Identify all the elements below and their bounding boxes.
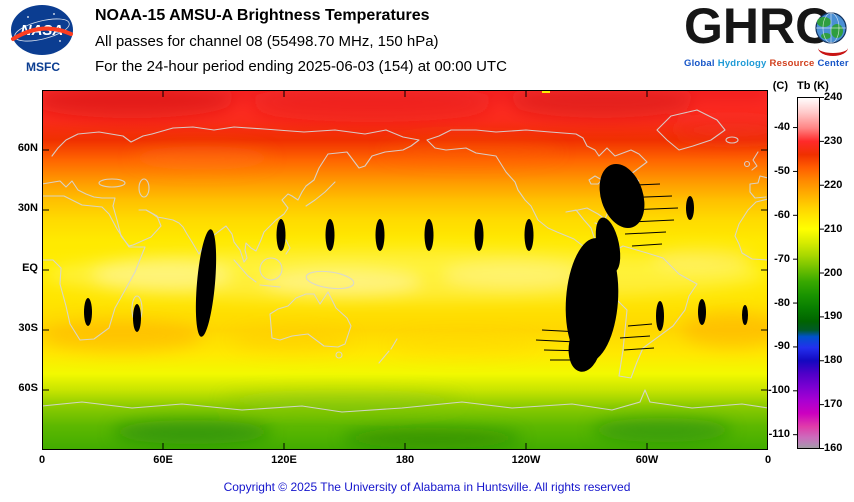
colorbar-celsius-label: -70	[774, 252, 790, 265]
colorbar-unit-kelvin: Tb (K)	[797, 80, 829, 92]
coastline-new-zealand	[378, 338, 398, 364]
colorbar-kelvin-label: 230	[824, 134, 843, 147]
coverage-gap	[424, 219, 434, 251]
coverage-gap	[325, 219, 335, 251]
x-tick-label: 120E	[271, 454, 297, 466]
colorbar-celsius-label: -60	[774, 208, 790, 221]
copyright-text: Copyright © 2025 The University of Alaba…	[223, 480, 631, 494]
colorbar-unit-celsius: (C)	[772, 80, 788, 92]
coastline-sumatra	[233, 259, 257, 283]
brightness-temperature-map	[42, 90, 768, 450]
colorbar-kelvin-label: 220	[824, 178, 843, 191]
coastline-uk	[751, 151, 759, 171]
coverage-gap	[276, 219, 286, 251]
y-tick-label: 60S	[18, 382, 38, 394]
x-tick-label: 0	[38, 454, 46, 466]
coverage-gap	[524, 219, 534, 251]
coastline-new-guinea	[305, 270, 355, 290]
coastline-greenland	[656, 109, 726, 151]
msfc-label: MSFC	[26, 60, 60, 74]
coastline-scandinavia	[51, 131, 153, 157]
nasa-logo: NASA	[11, 5, 73, 55]
x-tick-label: 60W	[635, 454, 659, 466]
coastline-mediterranean	[42, 180, 116, 207]
scan-line-artifacts	[535, 183, 679, 361]
axis-ticks	[42, 90, 768, 450]
colorbar-kelvin-label: 190	[824, 310, 843, 323]
colorbar-celsius-label: -50	[774, 164, 790, 177]
coverage-gap	[84, 298, 92, 326]
y-tick-label: EQ	[22, 262, 38, 274]
map-border	[42, 90, 768, 450]
page-title: NOAA-15 AMSU-A Brightness Temperatures	[95, 7, 430, 24]
ghrc-subtitle-word: Hydrology	[717, 58, 767, 69]
coverage-gap	[599, 163, 645, 229]
colorbar-celsius-label: -90	[774, 340, 790, 353]
coastline-antarctica	[42, 389, 768, 413]
coverage-gap	[742, 305, 748, 325]
ghrc-subtitle-word: Global	[684, 58, 715, 69]
coastline-philippines	[285, 239, 291, 255]
coverage-gap	[133, 304, 141, 332]
coastline-ireland	[743, 160, 751, 168]
coverage-gap	[474, 219, 484, 251]
colorbar-celsius-label: -40	[774, 121, 790, 134]
y-tick-label: 30N	[17, 202, 38, 214]
colorbar-celsius-label: -100	[767, 384, 790, 397]
x-tick-label: 0	[764, 454, 772, 466]
colorbar-kelvin-label: 180	[824, 354, 843, 367]
colorbar	[793, 97, 824, 449]
colorbar-celsius-label: -110	[768, 428, 790, 441]
colorbar-kelvin-label: 200	[824, 266, 843, 279]
subtitle-channel: All passes for channel 08 (55498.70 MHz,…	[95, 33, 439, 50]
x-tick-label: 180	[395, 454, 415, 466]
ghrc-logo-text: GHRC	[684, 0, 832, 54]
coastline-africa	[42, 195, 146, 341]
coverage-gap	[195, 229, 217, 337]
x-tick-label: 60E	[153, 454, 173, 466]
coastline-japan	[305, 181, 336, 207]
coverage-gap	[656, 301, 664, 331]
coastline-caspian-sea	[138, 178, 150, 198]
coverage-gap	[686, 196, 694, 220]
coastline-north-america	[426, 129, 648, 255]
x-tick-label: 120W	[511, 454, 541, 466]
coastline-black-sea	[98, 178, 126, 188]
coastline-arabia	[112, 205, 162, 247]
ghrc-subtitle-word: Center	[817, 58, 849, 69]
ghrc-globe-icon	[815, 12, 847, 44]
colorbar-celsius-label: -80	[774, 296, 790, 309]
colorbar-kelvin-label: 240	[824, 91, 843, 103]
y-tick-label: 30S	[18, 322, 38, 334]
edge-speck	[542, 90, 550, 93]
colorbar-kelvin-label: 170	[824, 398, 843, 411]
ghrc-red-arc	[818, 40, 848, 56]
coverage-gap	[698, 299, 706, 325]
colorbar-kelvin-label: 160	[824, 442, 843, 454]
coastline-java	[259, 284, 281, 288]
colorbar-gradient	[797, 97, 820, 449]
y-tick-label: 60N	[17, 142, 38, 154]
coastline-borneo	[259, 257, 283, 281]
ghrc-subtitle: Global Hydrology Resource Center	[684, 58, 854, 69]
coastline-australia	[269, 291, 352, 348]
nasa-swoosh	[11, 26, 73, 41]
ghrc-subtitle-word: Resource	[769, 58, 815, 69]
coastline-asia	[138, 126, 420, 263]
colorbar-kelvin-label: 210	[824, 222, 843, 235]
coverage-gap	[375, 219, 385, 251]
coastline-iceland	[725, 136, 739, 144]
coastline-iberia-west-africa	[734, 175, 768, 261]
colorbar-ticks	[793, 97, 824, 449]
subtitle-period: For the 24-hour period ending 2025-06-03…	[95, 58, 507, 75]
coastline-tasmania	[335, 351, 343, 359]
